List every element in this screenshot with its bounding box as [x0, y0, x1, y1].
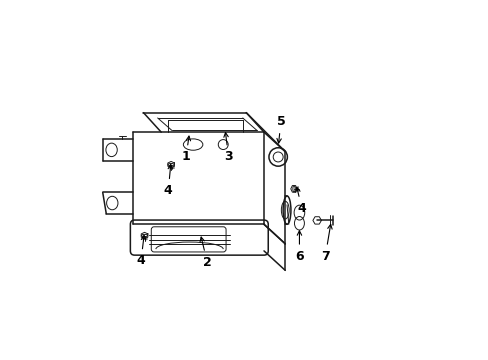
Text: 4: 4 [295, 188, 305, 215]
Text: 5: 5 [276, 115, 285, 143]
Text: 1: 1 [181, 136, 190, 163]
Text: 7: 7 [320, 224, 331, 263]
Text: 4: 4 [163, 165, 172, 197]
Text: 4: 4 [136, 235, 145, 267]
Text: 2: 2 [200, 237, 211, 269]
Text: 6: 6 [295, 231, 303, 263]
Text: 3: 3 [224, 132, 232, 163]
